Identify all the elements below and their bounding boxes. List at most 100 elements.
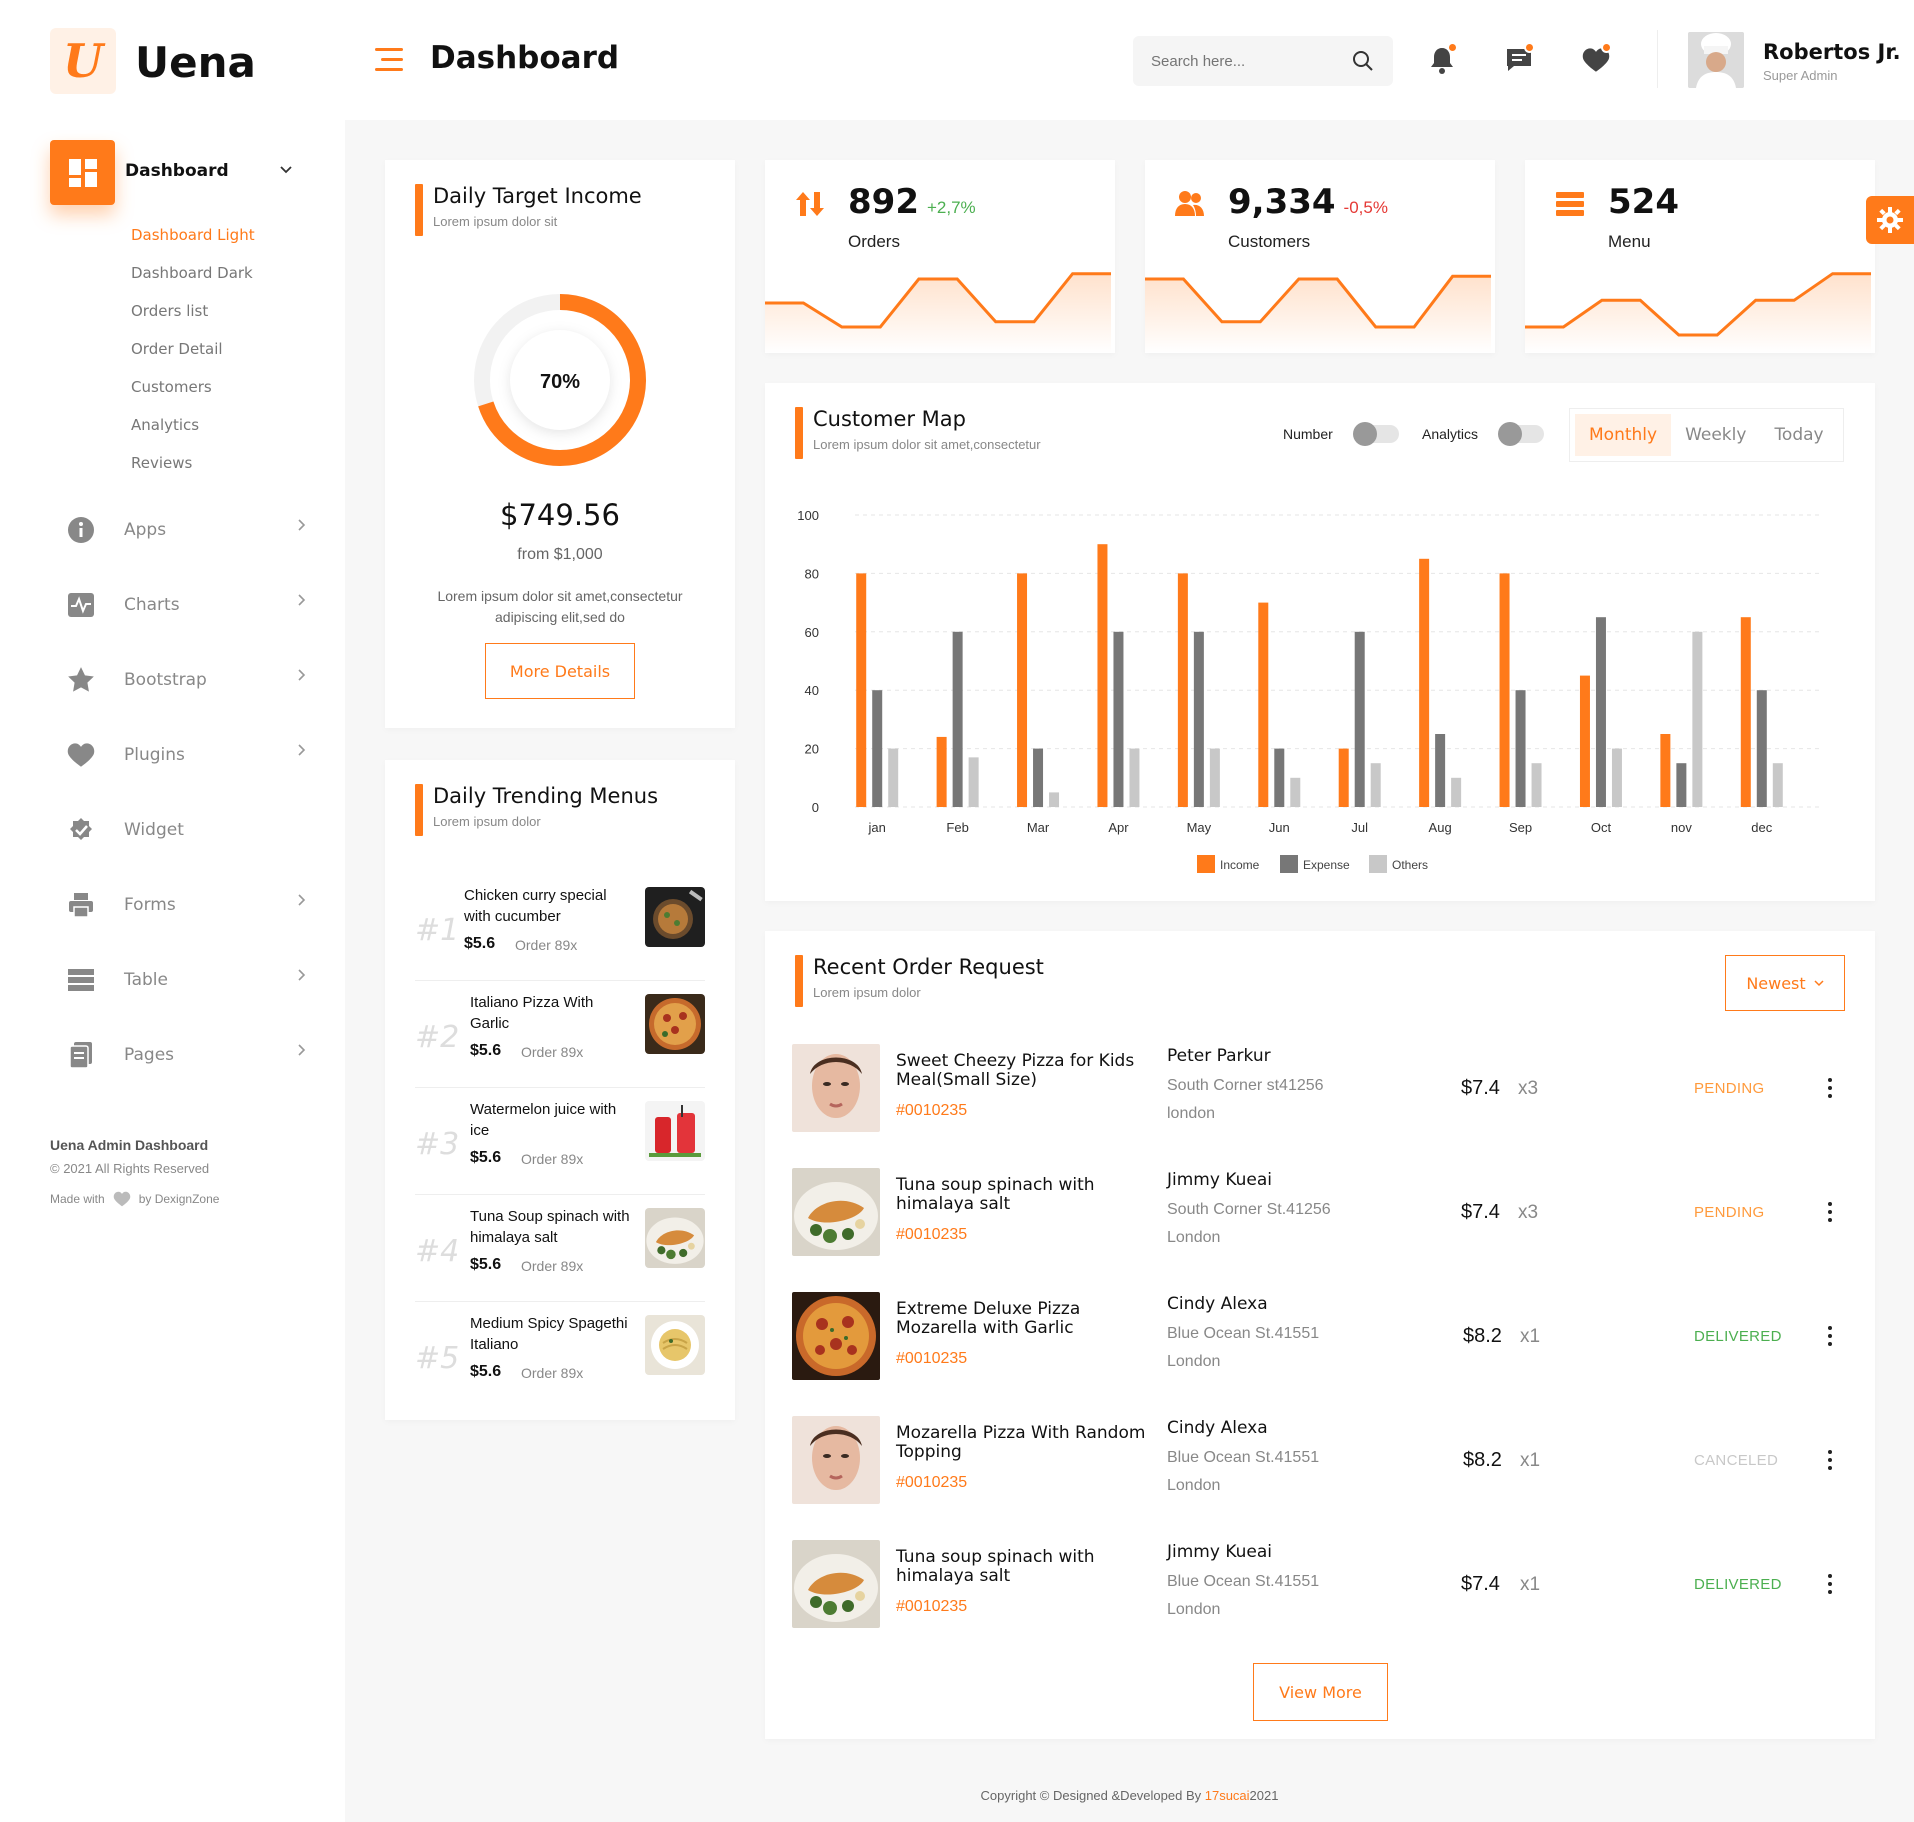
more-options-icon[interactable] xyxy=(1826,1202,1834,1226)
order-quantity: x1 xyxy=(1520,1450,1541,1471)
more-details-button[interactable]: More Details xyxy=(485,643,635,699)
search-input[interactable] xyxy=(1151,52,1341,70)
trending-item[interactable]: #5 Medium Spicy Spagethi Italiano $5.6 Orde… xyxy=(415,1303,705,1409)
stat-value: 524 xyxy=(1608,182,1679,222)
order-address: Blue Ocean St.41551 London xyxy=(1167,1449,1320,1494)
messages-button[interactable] xyxy=(1501,42,1537,78)
sidebar-item-apps[interactable]: Apps xyxy=(66,510,306,550)
trending-title: Daily Trending Menus xyxy=(433,784,659,808)
menu-toggle-icon[interactable] xyxy=(375,48,403,78)
sidebar-item-plugins[interactable]: Plugins xyxy=(66,735,306,775)
bar-expense-aug xyxy=(1435,734,1446,807)
order-item-name[interactable]: Mozarella Pizza With Random Topping xyxy=(896,1423,1146,1462)
bar-income-sep xyxy=(1499,573,1510,807)
sidebar-item-pages[interactable]: Pages xyxy=(66,1035,306,1075)
chevron-down-icon[interactable] xyxy=(280,161,292,177)
bar-others-nov xyxy=(1692,631,1703,807)
bar-expense-nov xyxy=(1676,763,1687,807)
order-id[interactable]: #0010235 xyxy=(896,1102,968,1119)
trending-item[interactable]: #4 Tuna Soup spinach with himalaya salt $5… xyxy=(415,1196,705,1302)
tab-monthly[interactable]: Monthly xyxy=(1575,414,1672,456)
chevron-right-icon xyxy=(298,743,306,761)
sidebar-subitem-dashboard-light[interactable]: Dashboard Light xyxy=(131,226,255,244)
bar-income-feb xyxy=(936,736,947,807)
pages-icon xyxy=(66,1040,96,1070)
sort-dropdown[interactable]: Newest xyxy=(1725,955,1845,1011)
order-item-name[interactable]: Extreme Deluxe Pizza Mozarella with Garl… xyxy=(896,1299,1081,1338)
bar-income-jan xyxy=(856,573,867,807)
view-more-button[interactable]: View More xyxy=(1253,1663,1388,1721)
order-id[interactable]: #0010235 xyxy=(896,1474,968,1491)
sidebar-item-table[interactable]: Table xyxy=(66,960,306,1000)
analytics-toggle[interactable] xyxy=(1498,422,1545,446)
stat-label: Customers xyxy=(1228,232,1311,251)
y-tick-label: 20 xyxy=(805,742,819,757)
order-item-name[interactable]: Tuna soup spinach with himalaya salt xyxy=(896,1547,1095,1586)
tab-today[interactable]: Today xyxy=(1774,425,1824,445)
tab-weekly[interactable]: Weekly xyxy=(1685,425,1747,445)
more-options-icon[interactable] xyxy=(1826,1078,1834,1102)
bar-expense-apr xyxy=(1113,631,1124,807)
favorites-button[interactable] xyxy=(1578,42,1614,78)
avatar[interactable] xyxy=(1688,32,1744,88)
sparkline-area xyxy=(765,273,1111,353)
status-badge: DELIVERED xyxy=(1694,1328,1782,1345)
y-tick-label: 40 xyxy=(805,683,819,698)
order-id[interactable]: #0010235 xyxy=(896,1598,968,1615)
bar-others-aug xyxy=(1451,777,1462,807)
sidebar-subitem-dashboard-dark[interactable]: Dashboard Dark xyxy=(131,264,253,282)
order-quantity: x1 xyxy=(1520,1574,1541,1595)
widget-icon xyxy=(66,815,96,845)
x-tick-label: Apr xyxy=(1108,820,1129,835)
sidebar-subitem-customers[interactable]: Customers xyxy=(131,378,212,396)
customer-map-subtitle: Lorem ipsum dolor sit amet,consectetur xyxy=(813,437,1041,452)
order-item-name[interactable]: Sweet Cheezy Pizza for Kids Meal(Small S… xyxy=(896,1051,1135,1090)
more-options-icon[interactable] xyxy=(1826,1574,1834,1598)
stat-change: +2,7% xyxy=(926,198,976,217)
more-options-icon[interactable] xyxy=(1826,1450,1834,1474)
trending-name: Chicken curry special with cucumber xyxy=(464,887,607,925)
bar-expense-jul xyxy=(1354,631,1365,807)
status-badge: CANCELED xyxy=(1694,1452,1779,1469)
stat-sparkline xyxy=(1145,274,1491,353)
bar-others-apr xyxy=(1129,748,1140,807)
search-icon[interactable] xyxy=(1351,49,1375,73)
sidebar-item-label: Apps xyxy=(124,520,167,540)
trending-item[interactable]: #3 Watermelon juice with ice $5.6 Order 89x xyxy=(415,1089,705,1195)
copyright-link[interactable]: 17sucai xyxy=(1204,1788,1250,1803)
sidebar-item-dashboard[interactable]: Dashboard xyxy=(125,161,229,181)
chevron-right-icon xyxy=(298,593,306,611)
sidebar-subitem-orders-list[interactable]: Orders list xyxy=(131,302,209,320)
heart-icon xyxy=(66,740,96,770)
trending-orders: Order 89x xyxy=(521,1365,584,1381)
notifications-button[interactable] xyxy=(1424,42,1460,78)
sidebar-item-forms[interactable]: Forms xyxy=(66,885,306,925)
sidebar-subitem-reviews[interactable]: Reviews xyxy=(131,454,193,472)
printer-icon xyxy=(66,890,96,920)
sidebar-item-bootstrap[interactable]: Bootstrap xyxy=(66,660,306,700)
sidebar-subitem-order-detail[interactable]: Order Detail xyxy=(131,340,223,358)
brand-logo[interactable]: U xyxy=(50,28,116,94)
trending-orders: Order 89x xyxy=(521,1044,584,1060)
x-tick-label: jan xyxy=(868,820,886,835)
sidebar-dashboard-icon-button[interactable] xyxy=(50,140,115,205)
order-item-name[interactable]: Tuna soup spinach with himalaya salt xyxy=(896,1175,1095,1214)
sidebar-item-charts[interactable]: Charts xyxy=(66,585,306,625)
sidebar-footer-copyright: © 2021 All Rights Reserved xyxy=(50,1161,210,1176)
trending-item[interactable]: #1 Chicken curry special with cucumber $5.… xyxy=(415,875,705,981)
sidebar-subitem-analytics[interactable]: Analytics xyxy=(131,416,200,434)
stat-label: Menu xyxy=(1608,232,1651,251)
order-id[interactable]: #0010235 xyxy=(896,1350,968,1367)
order-id[interactable]: #0010235 xyxy=(896,1226,968,1243)
income-subtitle: Lorem ipsum dolor sit xyxy=(433,214,558,229)
user-name[interactable]: Robertos Jr. xyxy=(1763,40,1901,64)
trending-item[interactable]: #2 Italiano Pizza With Garlic $5.6 Order 89… xyxy=(415,982,705,1088)
trending-image xyxy=(645,1208,705,1268)
trending-image xyxy=(645,1315,705,1375)
number-toggle[interactable] xyxy=(1352,422,1399,446)
sidebar-item-widget[interactable]: Widget xyxy=(66,810,306,850)
x-tick-label: Feb xyxy=(946,820,968,835)
daily-trending-menus-card: Daily Trending Menus Lorem ipsum dolor xyxy=(385,760,735,1420)
more-options-icon[interactable] xyxy=(1826,1326,1834,1350)
settings-button[interactable] xyxy=(1866,196,1914,244)
